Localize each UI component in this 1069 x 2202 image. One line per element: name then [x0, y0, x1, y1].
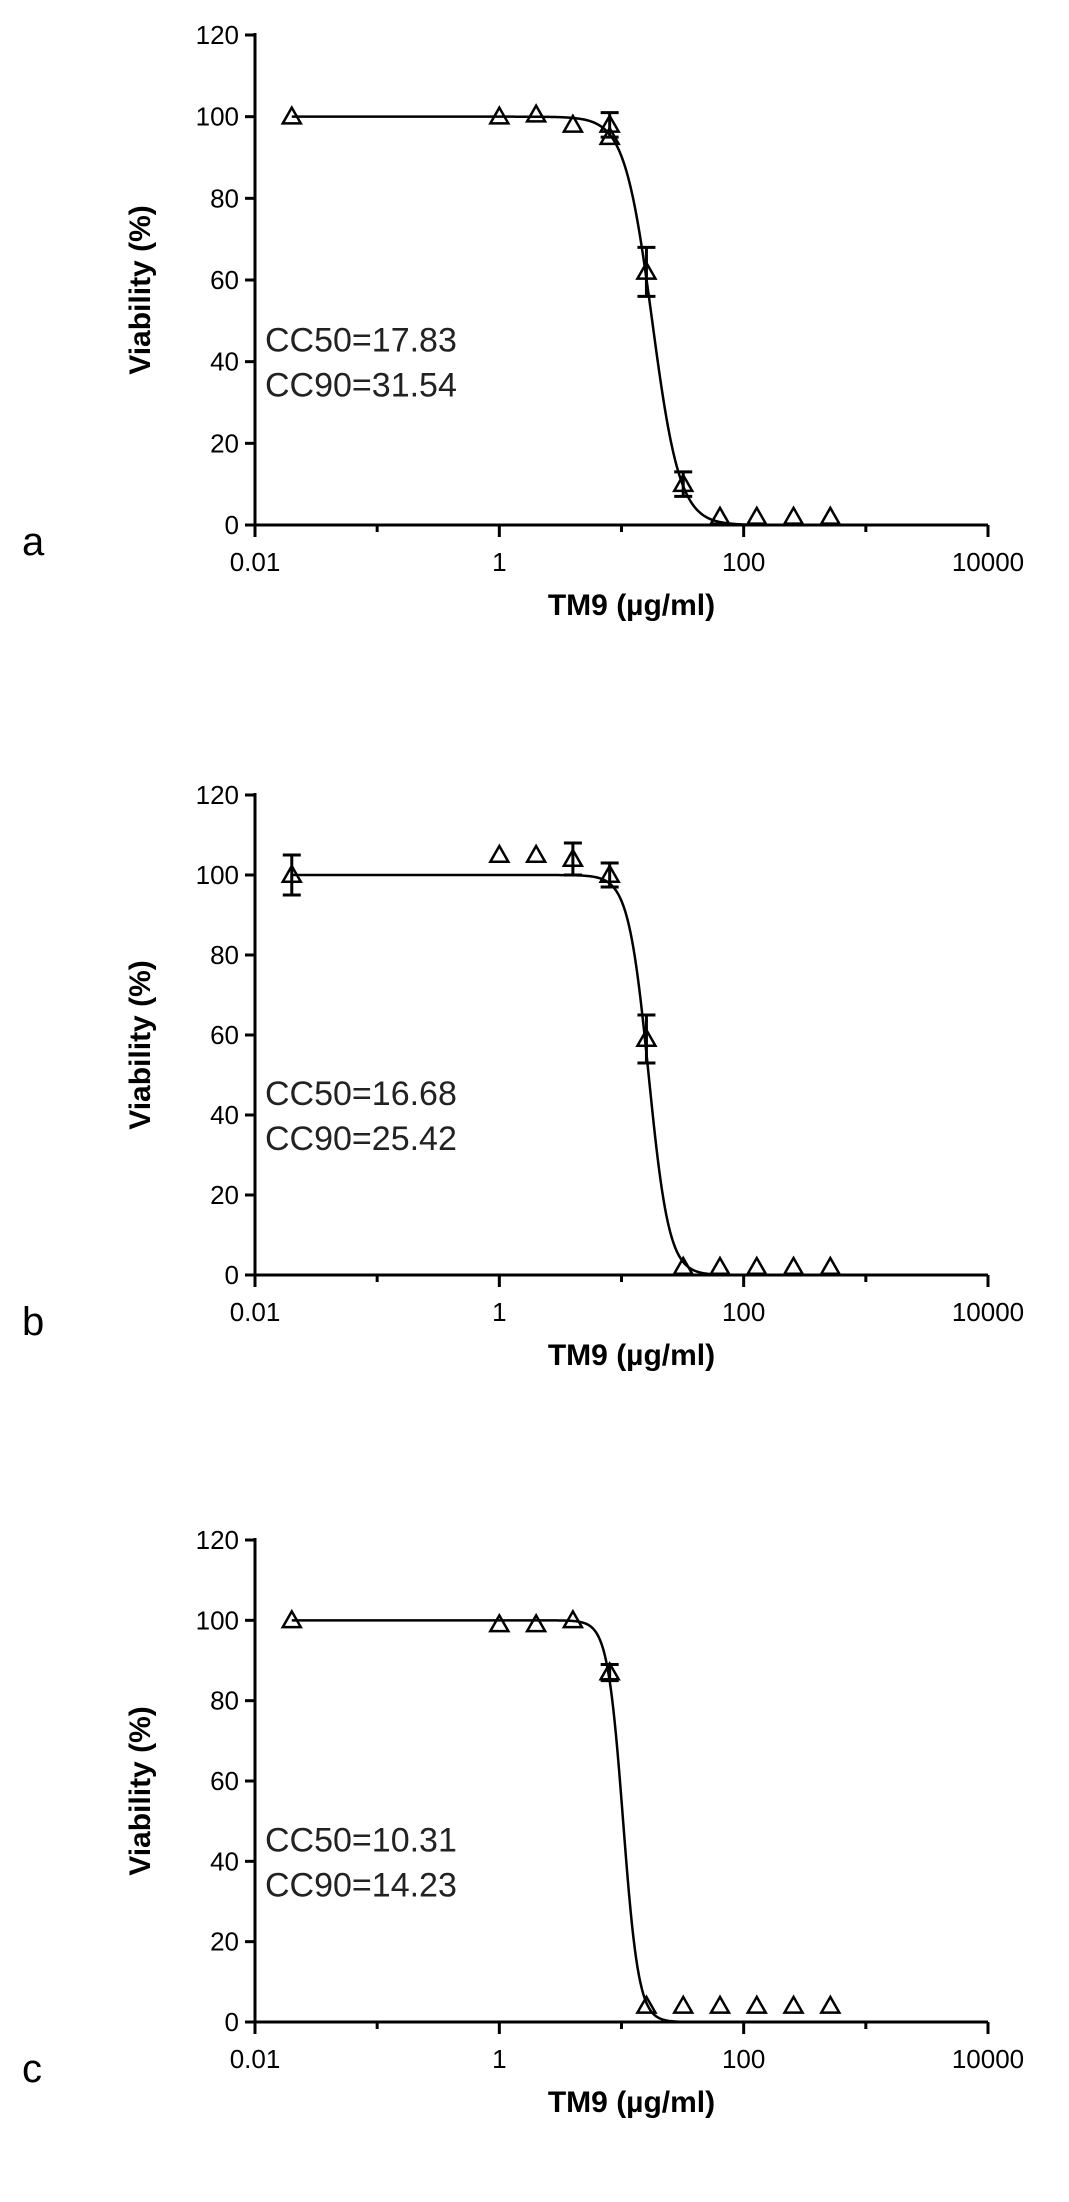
fit-curve [291, 115, 866, 527]
data-point [488, 843, 511, 863]
panel-letter: b [22, 1300, 44, 1344]
data-point [672, 1255, 695, 1275]
x-axis-title: TM9 (µg/ml) [548, 2086, 715, 2119]
data-point [708, 1255, 732, 1275]
y-tick-label: 80 [210, 1686, 239, 1716]
y-tick-label: 20 [210, 428, 239, 458]
y-tick-label: 120 [196, 1525, 239, 1555]
data-point [524, 103, 548, 123]
y-tick-label: 20 [210, 1927, 239, 1957]
data-point [561, 847, 585, 867]
data-point [745, 1255, 768, 1275]
y-tick-label: 60 [210, 265, 239, 295]
y-tick-label: 0 [225, 2007, 239, 2037]
data-point [488, 1612, 511, 1633]
data-point [782, 1255, 805, 1275]
data-point [745, 505, 768, 525]
x-tick-label: 100 [722, 1297, 765, 1327]
annotation-1: CC90=14.23 [265, 1866, 457, 1904]
annotation-1: CC90=31.54 [265, 367, 457, 405]
panel-letter: c [22, 2047, 42, 2091]
y-tick-label: 120 [196, 780, 239, 810]
chart-panel-c: 0 20 40 60 80 100 120 0.01 1 100 10000 TM9 (µg/ml) V… [22, 1525, 1024, 2119]
data-point [672, 472, 695, 493]
y-tick-label: 60 [210, 1020, 239, 1050]
data-point [488, 105, 511, 125]
data-point [561, 1608, 585, 1629]
data-point [672, 1994, 695, 2014]
data-point [635, 1994, 658, 2014]
y-tick-label: 100 [196, 860, 239, 890]
data-point [280, 1608, 303, 1629]
data-point [745, 1994, 768, 2014]
data-point [598, 113, 621, 133]
y-tick-label: 60 [210, 1766, 239, 1796]
panel-letter: a [22, 520, 45, 564]
x-tick-label: 10000 [952, 1297, 1024, 1327]
data-point [524, 843, 548, 863]
x-tick-label: 0.01 [230, 547, 281, 577]
data-point [635, 260, 658, 280]
data-point [280, 863, 303, 883]
y-axis-title: Viability (%) [124, 1706, 157, 1875]
chart-panel-b: 0 20 40 60 80 100 120 0.01 1 100 10000 TM9 (µg/ml) V… [22, 780, 1024, 1372]
annotation-1: CC90=25.42 [265, 1120, 457, 1158]
y-tick-label: 80 [210, 940, 239, 970]
chart-panel-a: 0 20 40 60 80 100 120 0.01 1 100 10000 TM9 (µg/ml) V… [22, 20, 1024, 622]
data-point [598, 863, 621, 883]
y-tick-label: 100 [196, 102, 239, 132]
data-point [782, 505, 805, 525]
y-tick-label: 0 [225, 510, 239, 540]
y-tick-label: 40 [210, 1100, 239, 1130]
y-tick-label: 100 [196, 1605, 239, 1635]
annotation-0: CC50=16.68 [265, 1075, 457, 1113]
data-point [561, 113, 585, 133]
data-point [819, 1994, 842, 2014]
data-point [782, 1994, 805, 2014]
y-axis-title: Viability (%) [124, 205, 157, 374]
x-tick-label: 1 [492, 2044, 506, 2074]
y-axis-title: Viability (%) [124, 960, 157, 1129]
x-axis-title: TM9 (µg/ml) [548, 1339, 715, 1372]
y-tick-label: 40 [210, 1846, 239, 1876]
x-tick-label: 100 [722, 2044, 765, 2074]
x-tick-label: 10000 [952, 547, 1024, 577]
x-axis-title: TM9 (µg/ml) [548, 589, 715, 622]
data-point [280, 105, 303, 125]
data-point [598, 1661, 621, 1681]
x-tick-label: 0.01 [230, 2044, 281, 2074]
data-point [819, 505, 842, 525]
data-point [524, 1612, 548, 1633]
x-tick-label: 10000 [952, 2044, 1024, 2074]
x-tick-label: 100 [722, 547, 765, 577]
annotation-0: CC50=10.31 [265, 1821, 457, 1859]
y-tick-label: 80 [210, 183, 239, 213]
data-point [598, 125, 621, 146]
data-point [635, 1027, 658, 1047]
data-point [819, 1255, 842, 1275]
data-point [708, 1994, 732, 2014]
y-tick-label: 0 [225, 1260, 239, 1290]
annotation-0: CC50=17.83 [265, 322, 457, 360]
y-tick-label: 40 [210, 347, 239, 377]
x-tick-label: 1 [492, 547, 506, 577]
data-point [708, 505, 732, 525]
y-tick-label: 20 [210, 1180, 239, 1210]
y-tick-label: 120 [196, 20, 239, 50]
x-tick-label: 1 [492, 1297, 506, 1327]
x-tick-label: 0.01 [230, 1297, 281, 1327]
